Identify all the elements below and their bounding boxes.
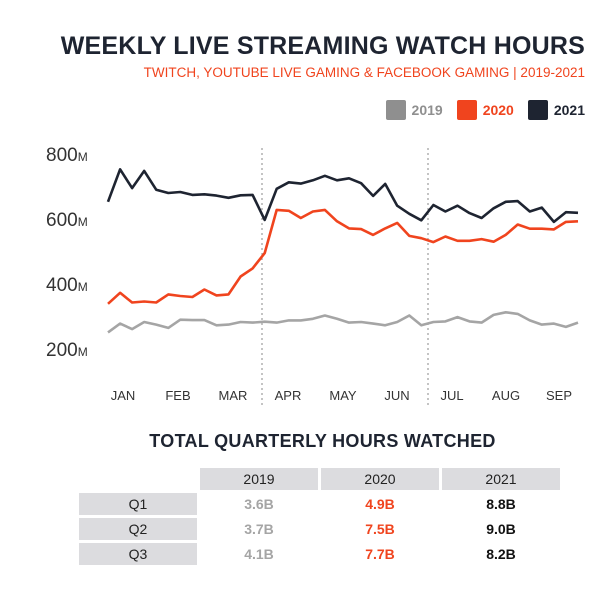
y-tick-label-600: 600M <box>46 210 88 231</box>
table-corner <box>79 468 197 490</box>
x-tick-label-sep: SEP <box>546 388 572 403</box>
legend-swatch-2021 <box>527 100 548 120</box>
y-tick-unit: M <box>78 150 88 164</box>
column-header-2021: 2021 <box>442 468 560 490</box>
y-tick-label-400: 400M <box>46 275 88 296</box>
table-row: Q3 4.1B 7.7B 8.2B <box>79 543 560 565</box>
cell-q1-2019: 3.6B <box>244 496 274 512</box>
cell-q2-2020: 7.5B <box>365 521 395 537</box>
legend-swatch-2020 <box>456 100 477 120</box>
legend-item-2020: 2020 <box>456 100 514 120</box>
x-tick-label-may: MAY <box>329 388 357 403</box>
legend-label-2020: 2020 <box>482 102 514 118</box>
x-tick-label-mar: MAR <box>219 388 248 403</box>
series-line-2020 <box>107 208 579 305</box>
table-row: Q1 3.6B 4.9B 8.8B <box>79 493 560 515</box>
series-line-2021 <box>106 168 579 224</box>
cell-q3-2020: 7.7B <box>365 546 395 562</box>
y-tick-label-200: 200M <box>46 340 88 361</box>
chart-title: WEEKLY LIVE STREAMING WATCH HOURS <box>60 32 585 60</box>
table-header-row: 2019 2020 2021 <box>79 468 560 490</box>
cell-q2-2019: 3.7B <box>244 521 274 537</box>
x-tick-label-jul: JUL <box>440 388 463 403</box>
y-tick-label-800: 800M <box>46 145 88 166</box>
x-tick-label-apr: APR <box>275 388 302 403</box>
quarterly-table: 2019 2020 2021 Q1 3.6B 4.9B 8.8B Q2 3.7B… <box>76 465 563 568</box>
line-chart: 800M 600M 400M 200M JAN FEB MAR APR MAY JUN JUL AUG… <box>46 145 579 405</box>
chart-subtitle: TWITCH, YOUTUBE LIVE GAMING & FACEBOOK G… <box>143 65 585 80</box>
legend-label-2021: 2021 <box>553 102 585 118</box>
table-row: Q2 3.7B 7.5B 9.0B <box>79 518 560 540</box>
cell-q1-2021: 8.8B <box>486 496 516 512</box>
cell-q1-2020: 4.9B <box>365 496 395 512</box>
x-tick-label-aug: AUG <box>492 388 520 403</box>
column-header-2019: 2019 <box>200 468 318 490</box>
legend-item-2021: 2021 <box>527 100 585 120</box>
x-tick-label-jan: JAN <box>111 388 136 403</box>
row-label-q3: Q3 <box>79 543 197 565</box>
legend-item-2019: 2019 <box>385 100 443 120</box>
table-title: TOTAL QUARTERLY HOURS WATCHED <box>149 431 496 451</box>
series-line-2019 <box>107 310 579 334</box>
y-tick-unit: M <box>78 280 88 294</box>
cell-q3-2019: 4.1B <box>244 546 274 562</box>
y-tick-unit: M <box>78 215 88 229</box>
x-tick-label-feb: FEB <box>165 388 190 403</box>
row-label-q1: Q1 <box>79 493 197 515</box>
cell-q3-2021: 8.2B <box>486 546 516 562</box>
column-header-2020: 2020 <box>321 468 439 490</box>
legend-label-2019: 2019 <box>411 102 443 118</box>
legend: 2019 2020 2021 <box>385 100 585 120</box>
y-tick-unit: M <box>78 345 88 359</box>
legend-swatch-2019 <box>385 100 406 120</box>
row-label-q2: Q2 <box>79 518 197 540</box>
cell-q2-2021: 9.0B <box>486 521 516 537</box>
x-tick-label-jun: JUN <box>384 388 409 403</box>
